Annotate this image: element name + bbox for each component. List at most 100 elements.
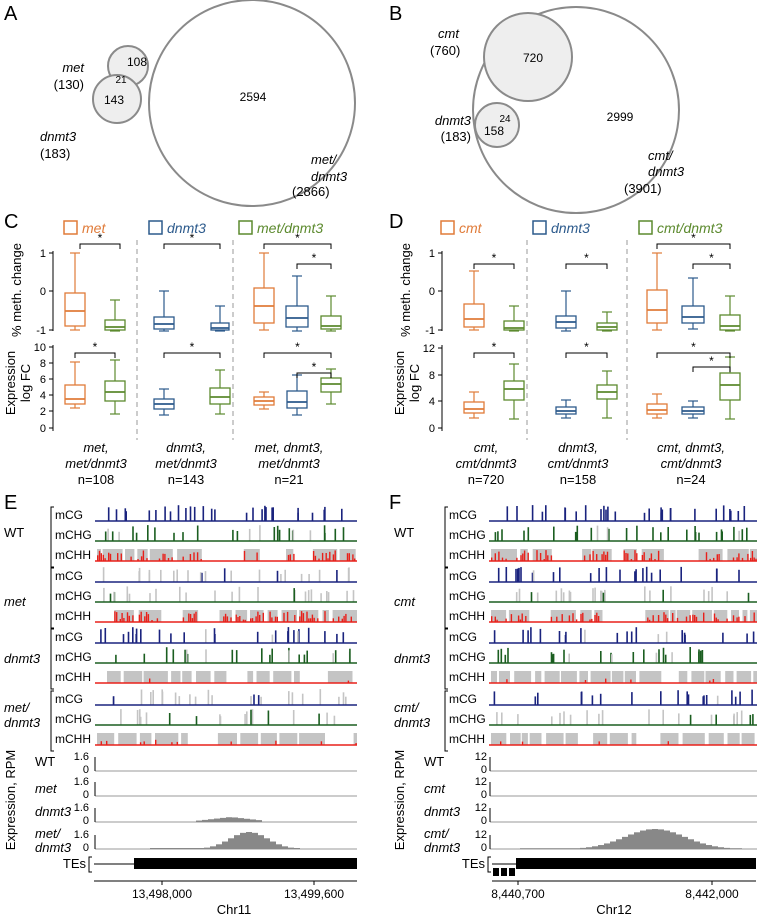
methylation-bar (195, 611, 197, 622)
methylation-bar (292, 529, 295, 541)
methylation-coverage (609, 733, 628, 745)
methylation-bar (348, 567, 350, 582)
methylation-bar (685, 616, 688, 622)
methylation-bar (231, 649, 234, 663)
methylation-bar (689, 647, 691, 663)
significance-star: * (492, 251, 497, 265)
expression-bar (186, 848, 192, 849)
expression-bar (180, 848, 186, 849)
methylation-bar (271, 634, 274, 643)
methylation-bar (631, 692, 633, 705)
venn-b-big-count: (3901) (624, 181, 662, 196)
methylation-bar (738, 569, 740, 582)
methylation-bar (726, 591, 728, 602)
f-expr-min: 0 (481, 842, 487, 854)
methylation-bar (347, 680, 350, 683)
methylation-bar (522, 629, 524, 643)
methylation-bar (698, 649, 700, 663)
methylation-coverage (639, 671, 662, 683)
expression-bar (676, 834, 682, 849)
significance-star: * (691, 231, 696, 245)
d-meth-tick-label: -1 (425, 325, 435, 337)
f-expr-max: 12 (475, 802, 487, 814)
significance-star: * (93, 340, 98, 354)
methylation-bar (749, 557, 752, 561)
methylation-bar (619, 569, 621, 582)
methylation-bar (491, 557, 493, 561)
methylation-bar (643, 512, 646, 521)
methylation-bar (126, 586, 129, 602)
methylation-bar (568, 590, 571, 602)
methylation-bar (726, 618, 728, 622)
methylation-bar (319, 689, 322, 705)
expression-bar (520, 848, 526, 849)
methylation-bar (173, 532, 175, 541)
methylation-coverage (611, 671, 624, 683)
box-body (104, 380, 126, 402)
methylation-bar (491, 616, 493, 622)
expression-bar (238, 818, 244, 822)
methylation-bar (138, 614, 141, 622)
methylation-bar (689, 714, 692, 725)
e-xtick-label: 13,498,000 (132, 887, 192, 901)
methylation-bar (753, 557, 755, 561)
e-expr-row-dnmt3: dnmt3 (35, 804, 72, 819)
methylation-bar (116, 612, 118, 622)
methylation-bar (122, 634, 125, 643)
methylation-bar (648, 508, 650, 521)
methylation-bar (318, 558, 320, 561)
methylation-bar (650, 572, 653, 582)
methylation-bar (678, 713, 680, 725)
methylation-bar (176, 569, 178, 582)
methylation-bar (655, 652, 658, 663)
methylation-bar (251, 618, 254, 622)
methylation-bar (259, 525, 261, 541)
expression-bar (586, 847, 592, 849)
e-expression-tracks (94, 757, 357, 850)
expression-bar (232, 817, 238, 822)
e-expr-min: 0 (83, 764, 89, 776)
methylation-bar (605, 509, 607, 521)
methylation-bar (636, 553, 638, 561)
methylation-bar (523, 550, 526, 561)
venn-b-big-label-1: cmt/ (648, 148, 674, 163)
methylation-bar (341, 508, 343, 521)
methylation-bar (500, 648, 503, 663)
expression-bar (718, 847, 724, 849)
methylation-bar (185, 592, 187, 602)
methylation-bar (523, 530, 525, 541)
methylation-bar (120, 709, 122, 725)
methylation-bar (273, 527, 276, 541)
methylation-bar (752, 714, 754, 725)
methylation-bar (334, 528, 337, 541)
significance-bracket (565, 263, 608, 269)
methylation-coverage (561, 671, 577, 683)
legend-d-cmt-label: cmt (459, 220, 483, 236)
methylation-bar (205, 629, 207, 643)
methylation-bar (505, 618, 507, 622)
legend-c-met-dnmt3-swatch (238, 220, 253, 235)
methylation-bar (625, 528, 628, 541)
box-body (646, 403, 668, 415)
methylation-bar (516, 506, 518, 521)
c-expr-tick-label: 6 (40, 374, 46, 386)
significance-star: * (709, 354, 714, 368)
c-group-label-2: met/dnmt3 (155, 456, 217, 471)
methylation-bar (170, 633, 172, 643)
methylation-bar (350, 616, 352, 622)
e-expr-max: 1.6 (74, 776, 89, 788)
methylation-coverage (499, 671, 510, 683)
methylation-bar (108, 552, 110, 561)
venn-b-dnmt3-unique: 158 (484, 124, 504, 138)
methylation-bar (342, 692, 345, 705)
methylation-bar (287, 554, 290, 561)
expression-bar (688, 839, 694, 849)
box-body (286, 390, 308, 409)
methylation-bar (138, 567, 141, 582)
expression-bar (150, 848, 156, 849)
methylation-coverage (294, 671, 300, 683)
track-context-label: mCG (449, 508, 477, 522)
methylation-bar (189, 554, 192, 561)
methylation-bar (605, 567, 608, 582)
methylation-coverage (235, 610, 248, 622)
